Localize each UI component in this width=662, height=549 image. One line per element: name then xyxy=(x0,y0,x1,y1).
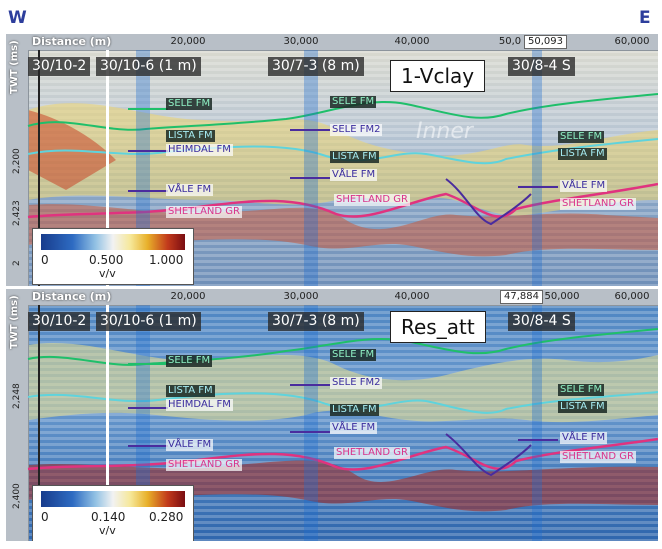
fm-label-shetland: SHETLAND GR xyxy=(166,459,242,471)
sele2-marker xyxy=(290,129,330,131)
colorbar-gradient xyxy=(41,234,185,250)
vale-mid-marker xyxy=(290,431,330,433)
well-label-30-10-6[interactable]: 30/10-6 (1 m) xyxy=(96,312,201,331)
fm-label-sele-mid: SELE FM xyxy=(330,96,377,108)
fm-label-vale-right: VÅLE FM xyxy=(560,432,608,444)
fm-label-shetland-right: SHETLAND GR xyxy=(560,198,636,210)
distance-tick: 50,0 xyxy=(498,36,522,47)
colorbar-unit: v/v xyxy=(99,267,116,280)
fm-label-lista-right: LISTA FM xyxy=(558,148,607,160)
distance-tick: 40,000 xyxy=(394,291,430,302)
colorbar-max: 1.000 xyxy=(149,253,184,267)
well-label-30-7-3[interactable]: 30/7-3 (8 m) xyxy=(268,57,364,76)
well-label-30-10-6[interactable]: 30/10-6 (1 m) xyxy=(96,57,201,76)
fm-label-heimdal: HEIMDAL FM xyxy=(166,144,233,156)
well-trace xyxy=(38,50,40,286)
fm-label-vale: VÅLE FM xyxy=(166,439,214,451)
vale-marker xyxy=(128,445,168,447)
fm-label-shetland-right: SHETLAND GR xyxy=(560,451,636,463)
west-label: W xyxy=(8,8,27,28)
colorbar-min: 0 xyxy=(41,253,49,267)
colorbar-max: 0.280 xyxy=(149,510,184,524)
fm-label-shetland: SHETLAND GR xyxy=(166,206,242,218)
fm-label-vale-mid: VÅLE FM xyxy=(330,169,378,181)
colorbar: 0 0.500 1.000 v/v xyxy=(32,228,194,285)
attribute-label: Res_att xyxy=(390,311,486,343)
fm-label-sele: SELE FM xyxy=(166,355,213,367)
well-label-30-10-2[interactable]: 30/10-2 xyxy=(28,57,91,76)
distance-tick: 60,000 xyxy=(614,291,650,302)
distance-tick: 40,000 xyxy=(394,36,430,47)
distance-axis-title: Distance (m) xyxy=(32,290,112,303)
well-label-30-7-3[interactable]: 30/7-3 (8 m) xyxy=(268,312,364,331)
well-trace xyxy=(532,305,542,541)
fm-label-sele2: SELE FM2 xyxy=(330,124,383,136)
fm-label-sele-right: SELE FM xyxy=(558,131,605,143)
colorbar: 0 0.140 0.280 v/v xyxy=(32,485,194,541)
fm-label-sele2: SELE FM2 xyxy=(330,377,383,389)
fm-label-vale-right: VÅLE FM xyxy=(560,180,608,192)
well-label-30-8-4s[interactable]: 30/8-4 S xyxy=(508,57,575,76)
distance-tick: 20,000 xyxy=(170,291,206,302)
fm-label-vale: VÅLE FM xyxy=(166,184,214,196)
well-trace xyxy=(532,50,542,286)
fm-label-lista-mid: LISTA FM xyxy=(330,151,379,163)
seismic-panel-vclay: Distance (m) 20,000 30,000 40,000 50,0 5… xyxy=(6,34,658,286)
fm-label-shetland-mid: SHETLAND GR xyxy=(334,194,410,206)
colorbar-mid: 0.500 xyxy=(89,253,124,267)
fm-label-lista-right: LISTA FM xyxy=(558,401,607,413)
fm-label-shetland-mid: SHETLAND GR xyxy=(334,447,410,459)
fm-label-lista-mid: LISTA FM xyxy=(330,404,379,416)
well-trace xyxy=(106,305,109,541)
cursor-distance-readout: 47,884 xyxy=(500,290,543,304)
distance-tick: 30,000 xyxy=(283,291,319,302)
distance-tick: 20,000 xyxy=(170,36,206,47)
fm-label-sele-mid: SELE FM xyxy=(330,349,377,361)
fm-label-lista: LISTA FM xyxy=(166,130,215,142)
well-label-30-10-2[interactable]: 30/10-2 xyxy=(28,312,91,331)
fm-label-sele-right: SELE FM xyxy=(558,384,605,396)
fm-label-vale-mid: VÅLE FM xyxy=(330,422,378,434)
sele-marker xyxy=(128,108,168,110)
colorbar-unit: v/v xyxy=(99,524,116,537)
vale-mid-marker xyxy=(290,177,330,179)
distance-axis-bar xyxy=(6,289,658,306)
twt-axis-bar xyxy=(6,305,29,541)
vale-right-marker xyxy=(518,439,558,441)
well-trace xyxy=(304,305,318,541)
attribute-label: 1-Vclay xyxy=(390,60,486,92)
well-trace xyxy=(106,50,109,286)
well-trace xyxy=(304,50,318,286)
colorbar-min: 0 xyxy=(41,510,49,524)
sele-marker xyxy=(128,363,168,365)
vale-right-marker xyxy=(518,186,558,188)
inner-annotation: Inner xyxy=(416,119,473,144)
cursor-distance-readout: 50,093 xyxy=(524,35,567,49)
distance-tick: 30,000 xyxy=(283,36,319,47)
colorbar-mid: 0.140 xyxy=(91,510,126,524)
seismic-panel-resatt: Distance (m) 20,000 30,000 40,000 47,884… xyxy=(6,289,658,541)
twt-axis-bar xyxy=(6,50,29,286)
east-label: E xyxy=(639,8,651,28)
distance-tick: 60,000 xyxy=(614,36,650,47)
fm-label-heimdal: HEIMDAL FM xyxy=(166,399,233,411)
well-label-30-8-4s[interactable]: 30/8-4 S xyxy=(508,312,575,331)
heimdal-marker xyxy=(128,150,168,152)
distance-tick: 50,000 xyxy=(544,291,580,302)
sele2-marker xyxy=(290,384,330,386)
well-trace xyxy=(38,305,40,541)
distance-axis-title: Distance (m) xyxy=(32,35,112,48)
colorbar-gradient xyxy=(41,491,185,507)
fm-label-sele: SELE FM xyxy=(166,98,213,110)
vale-marker xyxy=(128,190,168,192)
heimdal-marker xyxy=(128,407,168,409)
fm-label-lista: LISTA FM xyxy=(166,385,215,397)
distance-axis-bar xyxy=(6,34,658,51)
